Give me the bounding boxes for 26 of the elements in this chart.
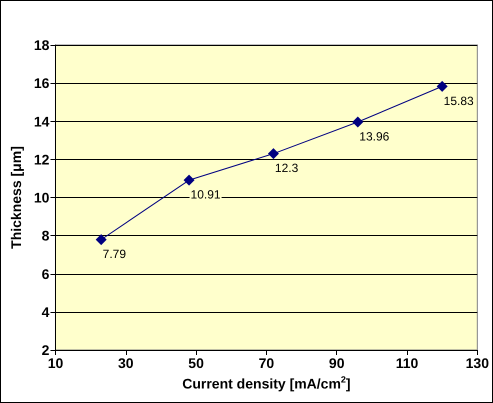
point <box>352 116 364 128</box>
data-label: 13.96 <box>359 130 390 144</box>
data-label: 15.83 <box>444 94 474 108</box>
y-tick-label: 2 <box>42 342 50 358</box>
y-tick-label: 12 <box>34 151 50 168</box>
x-tick-label: 90 <box>328 355 345 371</box>
y-tick-label: 10 <box>34 190 50 206</box>
y-tick-label: 16 <box>34 75 50 92</box>
x-tick-label: 50 <box>188 355 204 371</box>
y-tick-label: 8 <box>42 228 50 244</box>
y-tick-label: 6 <box>42 266 50 282</box>
y-tick-label: 4 <box>42 304 50 320</box>
point <box>184 174 195 186</box>
y-tick-label: 14 <box>34 113 50 130</box>
point <box>268 148 279 160</box>
x-tick-label: 30 <box>118 355 134 371</box>
data-label: 10.91 <box>190 188 221 202</box>
x-tick-label: 70 <box>258 355 274 371</box>
x-tick-label: 130 <box>466 355 490 371</box>
y-tick-label: 18 <box>34 37 50 53</box>
y-axis-title: Thickness [μm] <box>8 146 24 249</box>
point <box>96 234 107 246</box>
x-tick-label: 110 <box>396 355 419 371</box>
point <box>436 80 448 92</box>
data-label: 7.79 <box>102 247 126 262</box>
data-label: 12.3 <box>274 161 299 176</box>
